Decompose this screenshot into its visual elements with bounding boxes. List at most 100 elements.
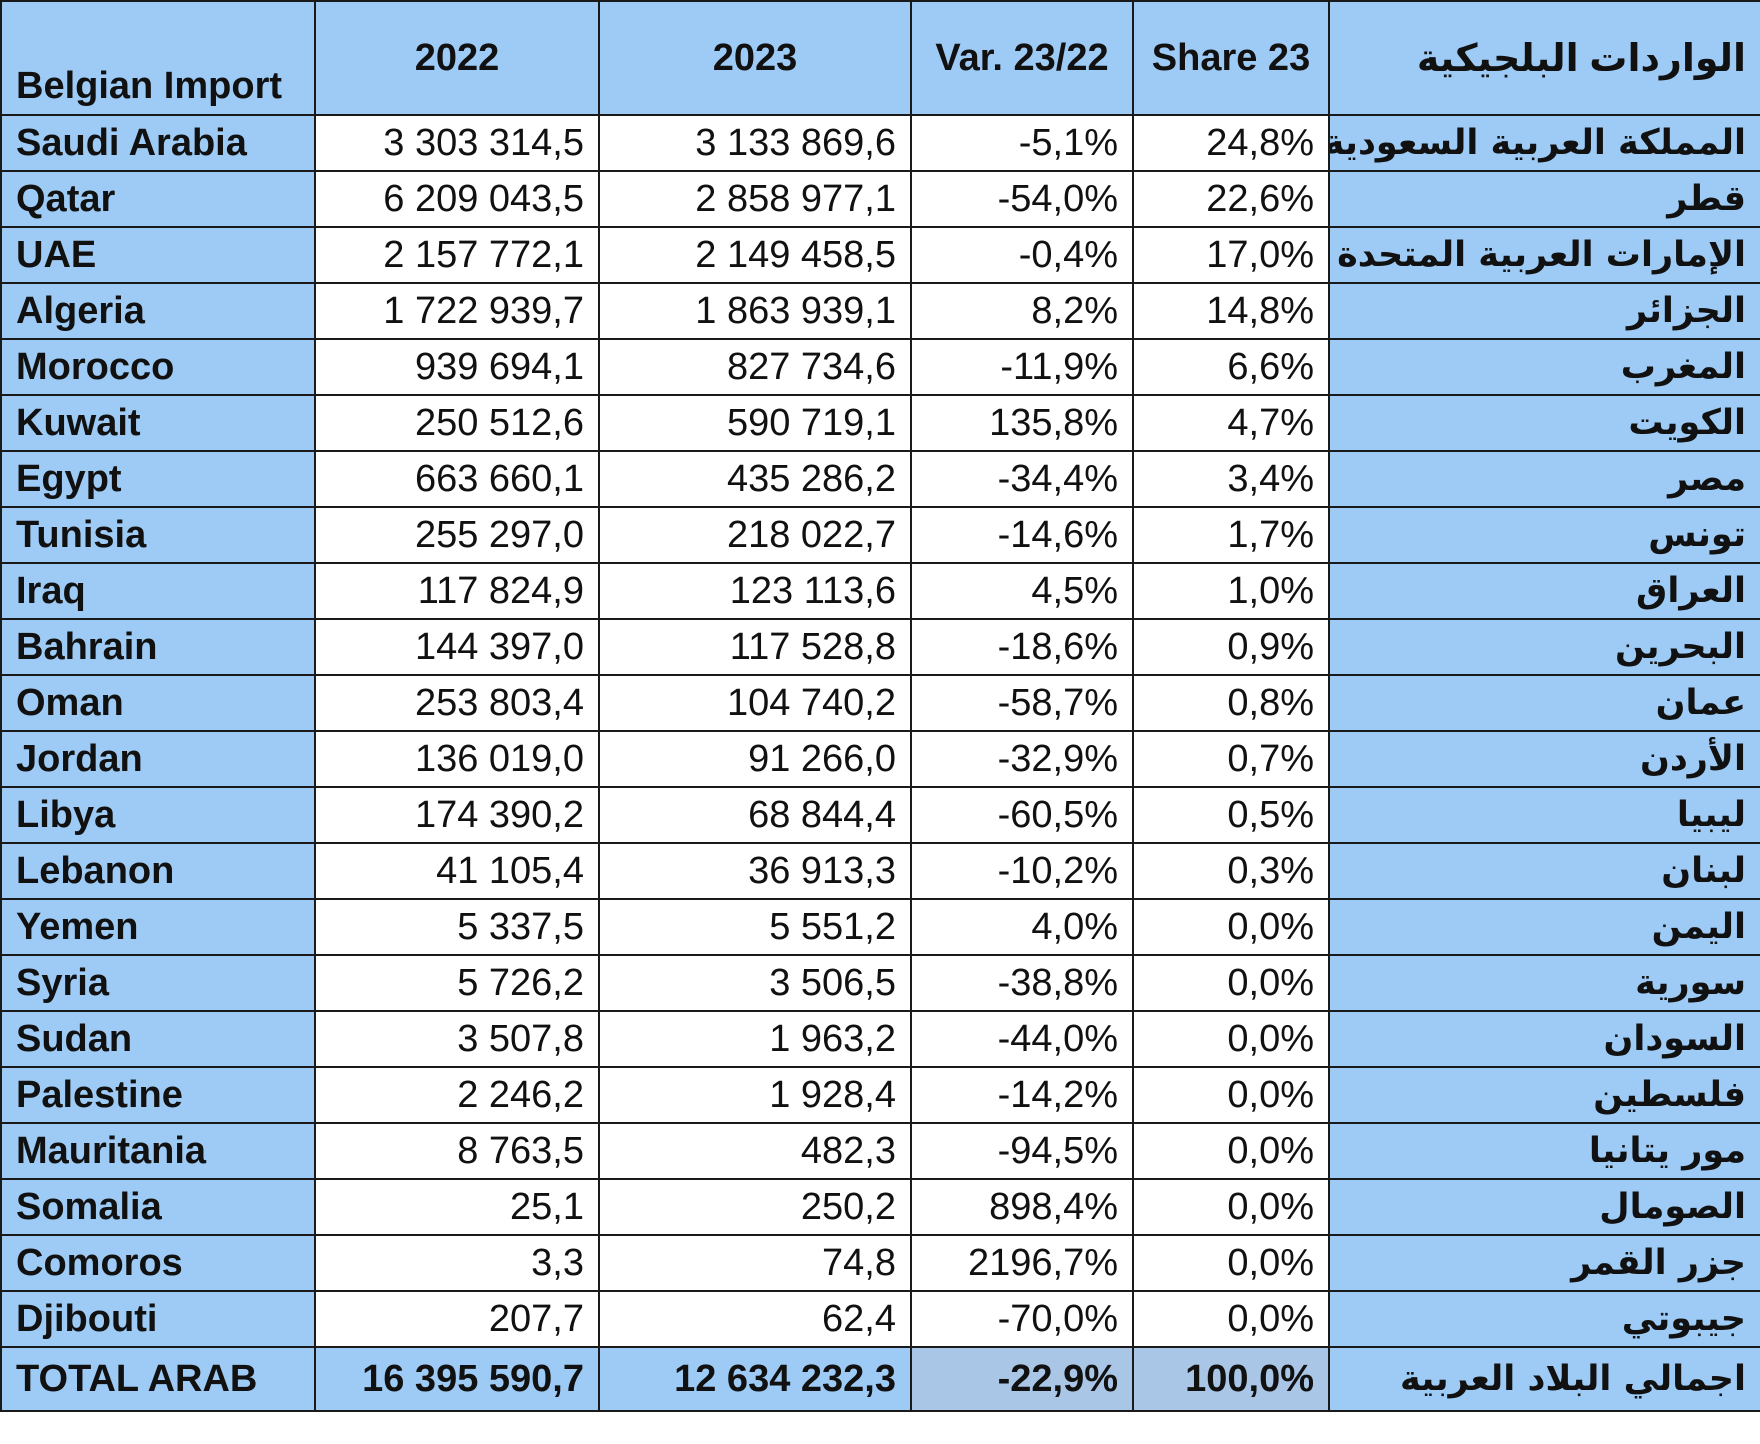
table-row: Tunisia 255 297,0 218 022,7 -14,6% 1,7% تونس bbox=[0, 506, 1760, 564]
arabic-country-cell: العراق bbox=[1328, 562, 1760, 620]
variation-cell: 4,5% bbox=[910, 562, 1134, 620]
variation-cell: -58,7% bbox=[910, 674, 1134, 732]
share-cell: 0,7% bbox=[1132, 730, 1330, 788]
value-2023-cell: 1 963,2 bbox=[598, 1010, 912, 1068]
table-row: Libya 174 390,2 68 844,4 -60,5% 0,5% ليبيا bbox=[0, 786, 1760, 844]
variation-cell: -94,5% bbox=[910, 1122, 1134, 1180]
value-2023-cell: 2 149 458,5 bbox=[598, 226, 912, 284]
country-cell: Jordan bbox=[0, 730, 316, 788]
variation-cell: -5,1% bbox=[910, 114, 1134, 172]
table-row: Jordan 136 019,0 91 266,0 -32,9% 0,7% الأردن bbox=[0, 730, 1760, 788]
value-2023-cell: 123 113,6 bbox=[598, 562, 912, 620]
arabic-country-cell: لبنان bbox=[1328, 842, 1760, 900]
header-arabic: الواردات البلجيكية bbox=[1328, 0, 1760, 116]
value-2022-cell: 144 397,0 bbox=[314, 618, 600, 676]
table-row: Syria 5 726,2 3 506,5 -38,8% 0,0% سورية bbox=[0, 954, 1760, 1012]
value-2022-cell: 250 512,6 bbox=[314, 394, 600, 452]
value-2023-cell: 74,8 bbox=[598, 1234, 912, 1292]
country-cell: Somalia bbox=[0, 1178, 316, 1236]
header-variation: Var. 23/22 bbox=[910, 0, 1134, 116]
arabic-country-cell: جيبوتي bbox=[1328, 1290, 1760, 1348]
country-cell: Tunisia bbox=[0, 506, 316, 564]
share-cell: 3,4% bbox=[1132, 450, 1330, 508]
header-2023: 2023 bbox=[598, 0, 912, 116]
variation-cell: -32,9% bbox=[910, 730, 1134, 788]
arabic-country-cell: فلسطين bbox=[1328, 1066, 1760, 1124]
share-cell: 0,3% bbox=[1132, 842, 1330, 900]
table-row: Djibouti 207,7 62,4 -70,0% 0,0% جيبوتي bbox=[0, 1290, 1760, 1348]
table-row: Sudan 3 507,8 1 963,2 -44,0% 0,0% السودان bbox=[0, 1010, 1760, 1068]
share-cell: 24,8% bbox=[1132, 114, 1330, 172]
variation-cell: 4,0% bbox=[910, 898, 1134, 956]
value-2023-cell: 3 133 869,6 bbox=[598, 114, 912, 172]
country-cell: Qatar bbox=[0, 170, 316, 228]
value-2023-cell: 1 863 939,1 bbox=[598, 282, 912, 340]
value-2023-cell: 250,2 bbox=[598, 1178, 912, 1236]
variation-cell: -44,0% bbox=[910, 1010, 1134, 1068]
country-cell: Mauritania bbox=[0, 1122, 316, 1180]
share-cell: 0,5% bbox=[1132, 786, 1330, 844]
table-body: Saudi Arabia 3 303 314,5 3 133 869,6 -5,1% 2… bbox=[0, 114, 1760, 1412]
total-share: 100,0% bbox=[1132, 1346, 1330, 1412]
table-row: Oman 253 803,4 104 740,2 -58,7% 0,8% عمان bbox=[0, 674, 1760, 732]
arabic-country-cell: اليمن bbox=[1328, 898, 1760, 956]
header-country: Belgian Import bbox=[0, 0, 316, 116]
share-cell: 0,0% bbox=[1132, 1010, 1330, 1068]
country-cell: Libya bbox=[0, 786, 316, 844]
arabic-country-cell: الجزائر bbox=[1328, 282, 1760, 340]
arabic-country-cell: البحرين bbox=[1328, 618, 1760, 676]
variation-cell: 135,8% bbox=[910, 394, 1134, 452]
table-row: Egypt 663 660,1 435 286,2 -34,4% 3,4% مصر bbox=[0, 450, 1760, 508]
share-cell: 6,6% bbox=[1132, 338, 1330, 396]
variation-cell: -10,2% bbox=[910, 842, 1134, 900]
variation-cell: -0,4% bbox=[910, 226, 1134, 284]
header-share: Share 23 bbox=[1132, 0, 1330, 116]
value-2022-cell: 5 337,5 bbox=[314, 898, 600, 956]
country-cell: Kuwait bbox=[0, 394, 316, 452]
value-2022-cell: 174 390,2 bbox=[314, 786, 600, 844]
arabic-country-cell: السودان bbox=[1328, 1010, 1760, 1068]
value-2022-cell: 1 722 939,7 bbox=[314, 282, 600, 340]
total-2022: 16 395 590,7 bbox=[314, 1346, 600, 1412]
country-cell: Palestine bbox=[0, 1066, 316, 1124]
value-2022-cell: 25,1 bbox=[314, 1178, 600, 1236]
value-2022-cell: 3 303 314,5 bbox=[314, 114, 600, 172]
value-2023-cell: 1 928,4 bbox=[598, 1066, 912, 1124]
value-2022-cell: 2 157 772,1 bbox=[314, 226, 600, 284]
arabic-country-cell: مور يتانيا bbox=[1328, 1122, 1760, 1180]
table-row: Iraq 117 824,9 123 113,6 4,5% 1,0% العراق bbox=[0, 562, 1760, 620]
table-row: Comoros 3,3 74,8 2196,7% 0,0% جزر القمر bbox=[0, 1234, 1760, 1292]
country-cell: Oman bbox=[0, 674, 316, 732]
arabic-country-cell: جزر القمر bbox=[1328, 1234, 1760, 1292]
arabic-country-cell: تونس bbox=[1328, 506, 1760, 564]
share-cell: 14,8% bbox=[1132, 282, 1330, 340]
arabic-country-cell: المملكة العربية السعودية bbox=[1328, 114, 1760, 172]
variation-cell: 2196,7% bbox=[910, 1234, 1134, 1292]
country-cell: UAE bbox=[0, 226, 316, 284]
country-cell: Algeria bbox=[0, 282, 316, 340]
share-cell: 17,0% bbox=[1132, 226, 1330, 284]
value-2022-cell: 117 824,9 bbox=[314, 562, 600, 620]
arabic-country-cell: سورية bbox=[1328, 954, 1760, 1012]
value-2023-cell: 827 734,6 bbox=[598, 338, 912, 396]
country-cell: Iraq bbox=[0, 562, 316, 620]
value-2023-cell: 435 286,2 bbox=[598, 450, 912, 508]
value-2022-cell: 255 297,0 bbox=[314, 506, 600, 564]
table-row: Mauritania 8 763,5 482,3 -94,5% 0,0% مور يتان… bbox=[0, 1122, 1760, 1180]
total-variation: -22,9% bbox=[910, 1346, 1134, 1412]
value-2022-cell: 2 246,2 bbox=[314, 1066, 600, 1124]
value-2023-cell: 5 551,2 bbox=[598, 898, 912, 956]
variation-cell: -54,0% bbox=[910, 170, 1134, 228]
table-row: Qatar 6 209 043,5 2 858 977,1 -54,0% 22,6% قط… bbox=[0, 170, 1760, 228]
country-cell: Egypt bbox=[0, 450, 316, 508]
value-2023-cell: 3 506,5 bbox=[598, 954, 912, 1012]
country-cell: Morocco bbox=[0, 338, 316, 396]
variation-cell: -34,4% bbox=[910, 450, 1134, 508]
variation-cell: -14,2% bbox=[910, 1066, 1134, 1124]
share-cell: 0,8% bbox=[1132, 674, 1330, 732]
variation-cell: -38,8% bbox=[910, 954, 1134, 1012]
arabic-country-cell: ليبيا bbox=[1328, 786, 1760, 844]
table-row: Saudi Arabia 3 303 314,5 3 133 869,6 -5,1% 2… bbox=[0, 114, 1760, 172]
table-row: Bahrain 144 397,0 117 528,8 -18,6% 0,9% البحر… bbox=[0, 618, 1760, 676]
variation-cell: 8,2% bbox=[910, 282, 1134, 340]
